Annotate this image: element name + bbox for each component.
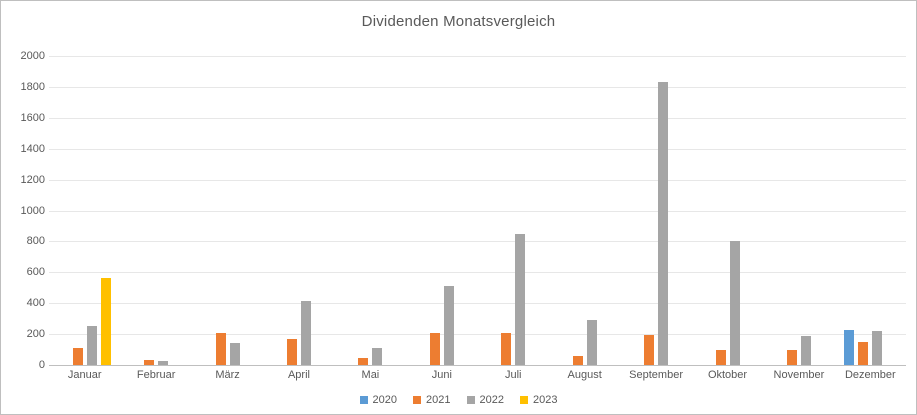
- bar-layer: [49, 56, 906, 365]
- bar-2022-dezember: [872, 331, 883, 365]
- y-axis-tick-label: 0: [38, 359, 45, 371]
- bar-2021-oktober: [715, 349, 726, 365]
- legend-label: 2021: [426, 394, 451, 406]
- bar-2023-januar: [100, 278, 111, 365]
- bar-2021-februar: [144, 359, 155, 365]
- bar-2022-märz: [229, 343, 240, 365]
- legend-item-2022: 2022: [466, 394, 504, 406]
- bar-2022-januar: [86, 326, 97, 365]
- gridline: [49, 117, 906, 119]
- bar-group-dezember: [835, 56, 906, 365]
- bar-group-oktober: [692, 56, 763, 365]
- legend-swatch-icon: [359, 396, 368, 404]
- legend-item-2021: 2021: [413, 394, 451, 406]
- gridline: [49, 241, 906, 243]
- bar-2021-dezember: [858, 341, 869, 365]
- bar-group-august: [549, 56, 620, 365]
- bar-2022-september: [658, 82, 669, 365]
- legend-item-2020: 2020: [359, 394, 398, 406]
- gridline: [49, 86, 906, 88]
- bar-2022-august: [586, 320, 597, 365]
- x-axis-label: Mai: [361, 369, 380, 381]
- legend-swatch-icon: [519, 396, 528, 404]
- y-axis-tick-label: 800: [26, 235, 45, 248]
- y-axis-tick-label: 1200: [20, 173, 45, 186]
- x-axis-label: Februar: [136, 369, 176, 381]
- gridline: [49, 179, 906, 181]
- bar-group-juni: [406, 56, 477, 365]
- legend-swatch-icon: [413, 396, 422, 404]
- y-axis-tick-label: 1800: [20, 80, 45, 93]
- legend-label: 2022: [479, 394, 504, 406]
- y-axis-tick-label: 1000: [20, 204, 45, 217]
- y-axis-tick-label: 400: [26, 297, 45, 310]
- bar-2022-mai: [372, 348, 383, 365]
- x-axis-label: Januar: [67, 369, 102, 381]
- x-axis: Januar Februar März April Mai Juni Juli August S…: [49, 369, 906, 381]
- gridline: [49, 272, 906, 274]
- bar-group-januar: [49, 56, 120, 365]
- bar-2021-april: [286, 338, 297, 365]
- bar-2022-november: [800, 336, 811, 365]
- bar-group-november: [763, 56, 834, 365]
- legend-label: 2023: [532, 394, 558, 406]
- bar-group-april: [263, 56, 334, 365]
- x-axis-label: März: [215, 369, 240, 381]
- y-axis-tick-label: 1400: [20, 142, 45, 155]
- bar-2022-juni: [443, 286, 454, 365]
- x-axis-label: Dezember: [844, 369, 896, 381]
- x-axis-label: Juni: [431, 369, 452, 381]
- bar-2020-dezember: [844, 330, 855, 365]
- bar-2021-september: [644, 334, 655, 365]
- gridline: [49, 303, 906, 305]
- bar-2022-oktober: [729, 240, 740, 365]
- x-axis-label: Oktober: [707, 369, 748, 381]
- bar-2021-juli: [501, 333, 512, 365]
- bar-2021-januar: [72, 348, 83, 365]
- x-axis-label: November: [773, 369, 825, 381]
- legend: 2020 2021 2022 2023: [1, 394, 916, 406]
- bar-group-september: [620, 56, 691, 365]
- bar-group-mai: [335, 56, 406, 365]
- bar-group-märz: [192, 56, 263, 365]
- bar-group-februar: [120, 56, 191, 365]
- bar-2021-november: [786, 349, 797, 365]
- gridline: [49, 334, 906, 336]
- legend-label: 2020: [372, 394, 398, 406]
- bar-2022-april: [300, 300, 311, 365]
- y-axis-tick-label: 2000: [20, 50, 45, 62]
- chart-title: Dividenden Monatsvergleich: [361, 13, 556, 30]
- x-axis-label: September: [629, 369, 683, 381]
- y-axis-tick-label: 600: [26, 266, 45, 279]
- bar-2021-august: [572, 355, 583, 365]
- bar-group-juli: [478, 56, 549, 365]
- x-axis-label: Juli: [504, 369, 522, 381]
- gridline: [49, 210, 906, 212]
- x-axis-label: August: [567, 369, 602, 381]
- gridline: [49, 148, 906, 150]
- bar-2021-märz: [215, 332, 226, 365]
- x-axis-label: April: [287, 369, 310, 381]
- plot-area: [49, 56, 906, 366]
- bar-2022-juli: [515, 234, 526, 365]
- x-axis-line: [49, 365, 906, 366]
- legend-swatch-icon: [466, 396, 475, 404]
- gridline: [49, 56, 906, 57]
- y-axis-tick-label: 200: [26, 328, 45, 341]
- y-axis-tick-label: 1600: [20, 111, 45, 124]
- bar-2021-mai: [358, 358, 369, 365]
- bar-2022-februar: [158, 361, 169, 365]
- bar-2021-juni: [429, 333, 440, 365]
- legend-item-2023: 2023: [519, 394, 558, 406]
